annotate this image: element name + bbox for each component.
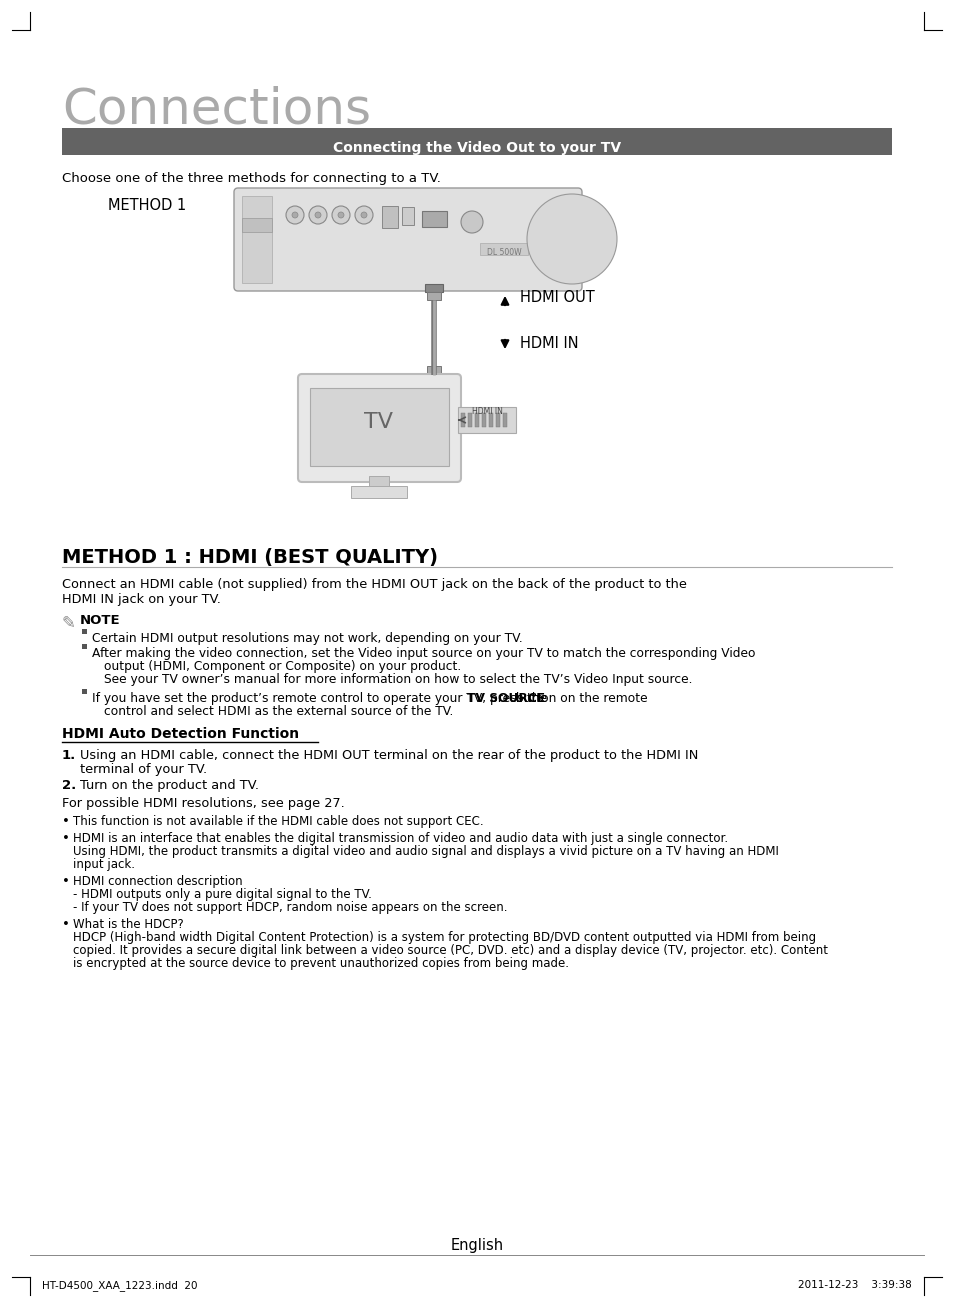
Text: •: •: [62, 918, 70, 931]
Bar: [502, 413, 506, 427]
Text: TV SOURCE: TV SOURCE: [467, 691, 544, 704]
Text: - HDMI outputs only a pure digital signal to the TV.: - HDMI outputs only a pure digital signa…: [73, 887, 372, 901]
Text: HDCP (High-band width Digital Content Protection) is a system for protecting BD/: HDCP (High-band width Digital Content Pr…: [73, 931, 815, 944]
Text: input jack.: input jack.: [73, 857, 135, 870]
Bar: [427, 291, 440, 301]
Text: Using an HDMI cable, connect the HDMI OUT terminal on the rear of the product to: Using an HDMI cable, connect the HDMI OU…: [80, 749, 698, 762]
Text: HDMI IN jack on your TV.: HDMI IN jack on your TV.: [62, 593, 221, 606]
Bar: [62, 128, 891, 156]
Text: - If your TV does not support HDCP, random noise appears on the screen.: - If your TV does not support HDCP, rand…: [73, 901, 507, 914]
Circle shape: [314, 212, 320, 218]
Text: DL 500W: DL 500W: [486, 248, 520, 257]
Circle shape: [254, 217, 261, 223]
Text: TV: TV: [364, 412, 393, 433]
Text: control and select HDMI as the external source of the TV.: control and select HDMI as the external …: [104, 704, 453, 718]
Circle shape: [526, 193, 617, 284]
Text: Using HDMI, the product transmits a digital video and audio signal and displays : Using HDMI, the product transmits a digi…: [73, 846, 778, 857]
Text: HDMI Auto Detection Function: HDMI Auto Detection Function: [62, 727, 299, 741]
Text: copied. It provides a secure digital link between a video source (PC, DVD. etc) : copied. It provides a secure digital lin…: [73, 944, 827, 957]
Text: 2011-12-23    3:39:38: 2011-12-23 3:39:38: [798, 1280, 911, 1290]
Text: HDMI OUT: HDMI OUT: [519, 290, 594, 306]
Text: button on the remote: button on the remote: [512, 691, 647, 704]
Circle shape: [355, 207, 373, 223]
Text: terminal of your TV.: terminal of your TV.: [80, 763, 207, 776]
Text: This function is not available if the HDMI cable does not support CEC.: This function is not available if the HD…: [73, 816, 483, 829]
Bar: [479, 243, 527, 255]
Text: Connecting the Video Out to your TV: Connecting the Video Out to your TV: [333, 141, 620, 156]
Text: HDMI is an interface that enables the digital transmission of video and audio da: HDMI is an interface that enables the di…: [73, 833, 727, 846]
Bar: [82, 689, 87, 694]
Text: HDMI IN: HDMI IN: [519, 336, 578, 350]
Bar: [351, 486, 407, 498]
Text: Certain HDMI output resolutions may not work, depending on your TV.: Certain HDMI output resolutions may not …: [91, 633, 522, 644]
Text: What is the HDCP?: What is the HDCP?: [73, 918, 184, 931]
Bar: [427, 366, 440, 374]
Circle shape: [337, 212, 344, 218]
Bar: [82, 629, 87, 634]
Text: is encrypted at the source device to prevent unauthorized copies from being made: is encrypted at the source device to pre…: [73, 957, 568, 970]
Bar: [421, 210, 447, 227]
Bar: [460, 413, 464, 427]
Text: •: •: [62, 833, 70, 846]
Bar: [401, 207, 414, 225]
Text: •: •: [62, 874, 70, 887]
Bar: [424, 374, 442, 384]
Text: 1.: 1.: [62, 749, 76, 762]
Text: After making the video connection, set the Video input source on your TV to matc: After making the video connection, set t…: [91, 647, 755, 660]
Bar: [468, 413, 472, 427]
Text: HT-D4500_XAA_1223.indd  20: HT-D4500_XAA_1223.indd 20: [42, 1280, 197, 1291]
Text: Choose one of the three methods for connecting to a TV.: Choose one of the three methods for conn…: [62, 173, 440, 186]
Bar: [242, 218, 272, 233]
Circle shape: [248, 210, 268, 230]
Bar: [424, 284, 442, 291]
Circle shape: [460, 210, 482, 233]
Text: NOTE: NOTE: [80, 614, 120, 627]
Circle shape: [292, 212, 297, 218]
Text: HDMI IN: HDMI IN: [471, 406, 502, 416]
Circle shape: [309, 207, 327, 223]
Bar: [481, 413, 485, 427]
Text: See your TV owner’s manual for more information on how to select the TV’s Video : See your TV owner’s manual for more info…: [104, 673, 692, 686]
Circle shape: [332, 207, 350, 223]
Circle shape: [286, 207, 304, 223]
FancyBboxPatch shape: [233, 188, 581, 291]
Text: 2.: 2.: [62, 779, 76, 792]
Circle shape: [360, 212, 367, 218]
Bar: [496, 413, 499, 427]
Bar: [475, 413, 478, 427]
Text: ✎: ✎: [62, 614, 76, 633]
Text: HDMI connection description: HDMI connection description: [73, 874, 242, 887]
Text: English: English: [450, 1238, 503, 1253]
Text: METHOD 1 : HDMI (BEST QUALITY): METHOD 1 : HDMI (BEST QUALITY): [62, 548, 437, 567]
Bar: [489, 413, 493, 427]
Text: For possible HDMI resolutions, see page 27.: For possible HDMI resolutions, see page …: [62, 797, 344, 810]
Bar: [310, 388, 449, 467]
Bar: [369, 476, 389, 488]
FancyBboxPatch shape: [297, 374, 460, 482]
Text: •: •: [62, 816, 70, 829]
Text: Turn on the product and TV.: Turn on the product and TV.: [80, 779, 258, 792]
Bar: [242, 196, 272, 284]
Text: If you have set the product’s remote control to operate your TV, press the: If you have set the product’s remote con…: [91, 691, 551, 704]
Text: Connect an HDMI cable (not supplied) from the HDMI OUT jack on the back of the p: Connect an HDMI cable (not supplied) fro…: [62, 578, 686, 591]
Text: METHOD 1: METHOD 1: [108, 197, 186, 213]
Bar: [381, 207, 397, 227]
Text: Connections: Connections: [62, 85, 371, 133]
Bar: [457, 406, 516, 433]
Bar: [82, 644, 87, 650]
Text: output (HDMI, Component or Composite) on your product.: output (HDMI, Component or Composite) on…: [104, 660, 460, 673]
